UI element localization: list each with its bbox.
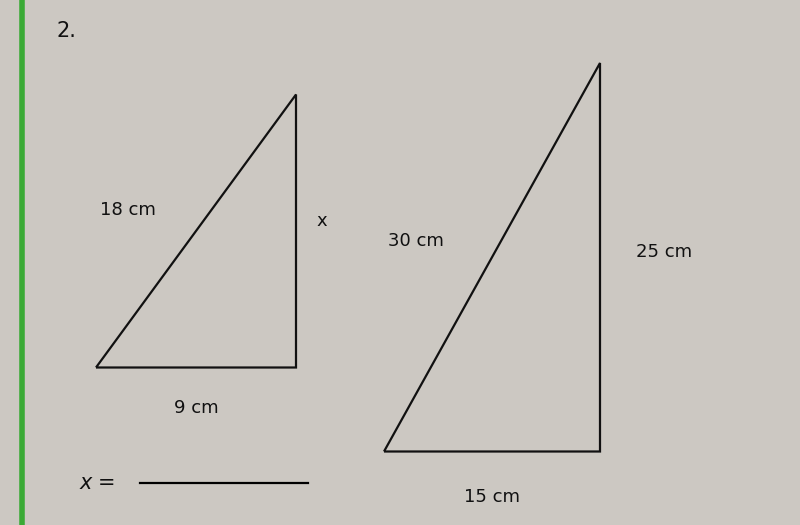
- Text: 30 cm: 30 cm: [388, 233, 444, 250]
- Text: 25 cm: 25 cm: [636, 243, 692, 261]
- Text: x: x: [316, 212, 326, 229]
- Text: 18 cm: 18 cm: [100, 201, 156, 219]
- Text: x =: x =: [80, 473, 123, 493]
- Text: 2.: 2.: [56, 21, 76, 41]
- Text: 9 cm: 9 cm: [174, 399, 218, 417]
- Text: 15 cm: 15 cm: [464, 488, 520, 506]
